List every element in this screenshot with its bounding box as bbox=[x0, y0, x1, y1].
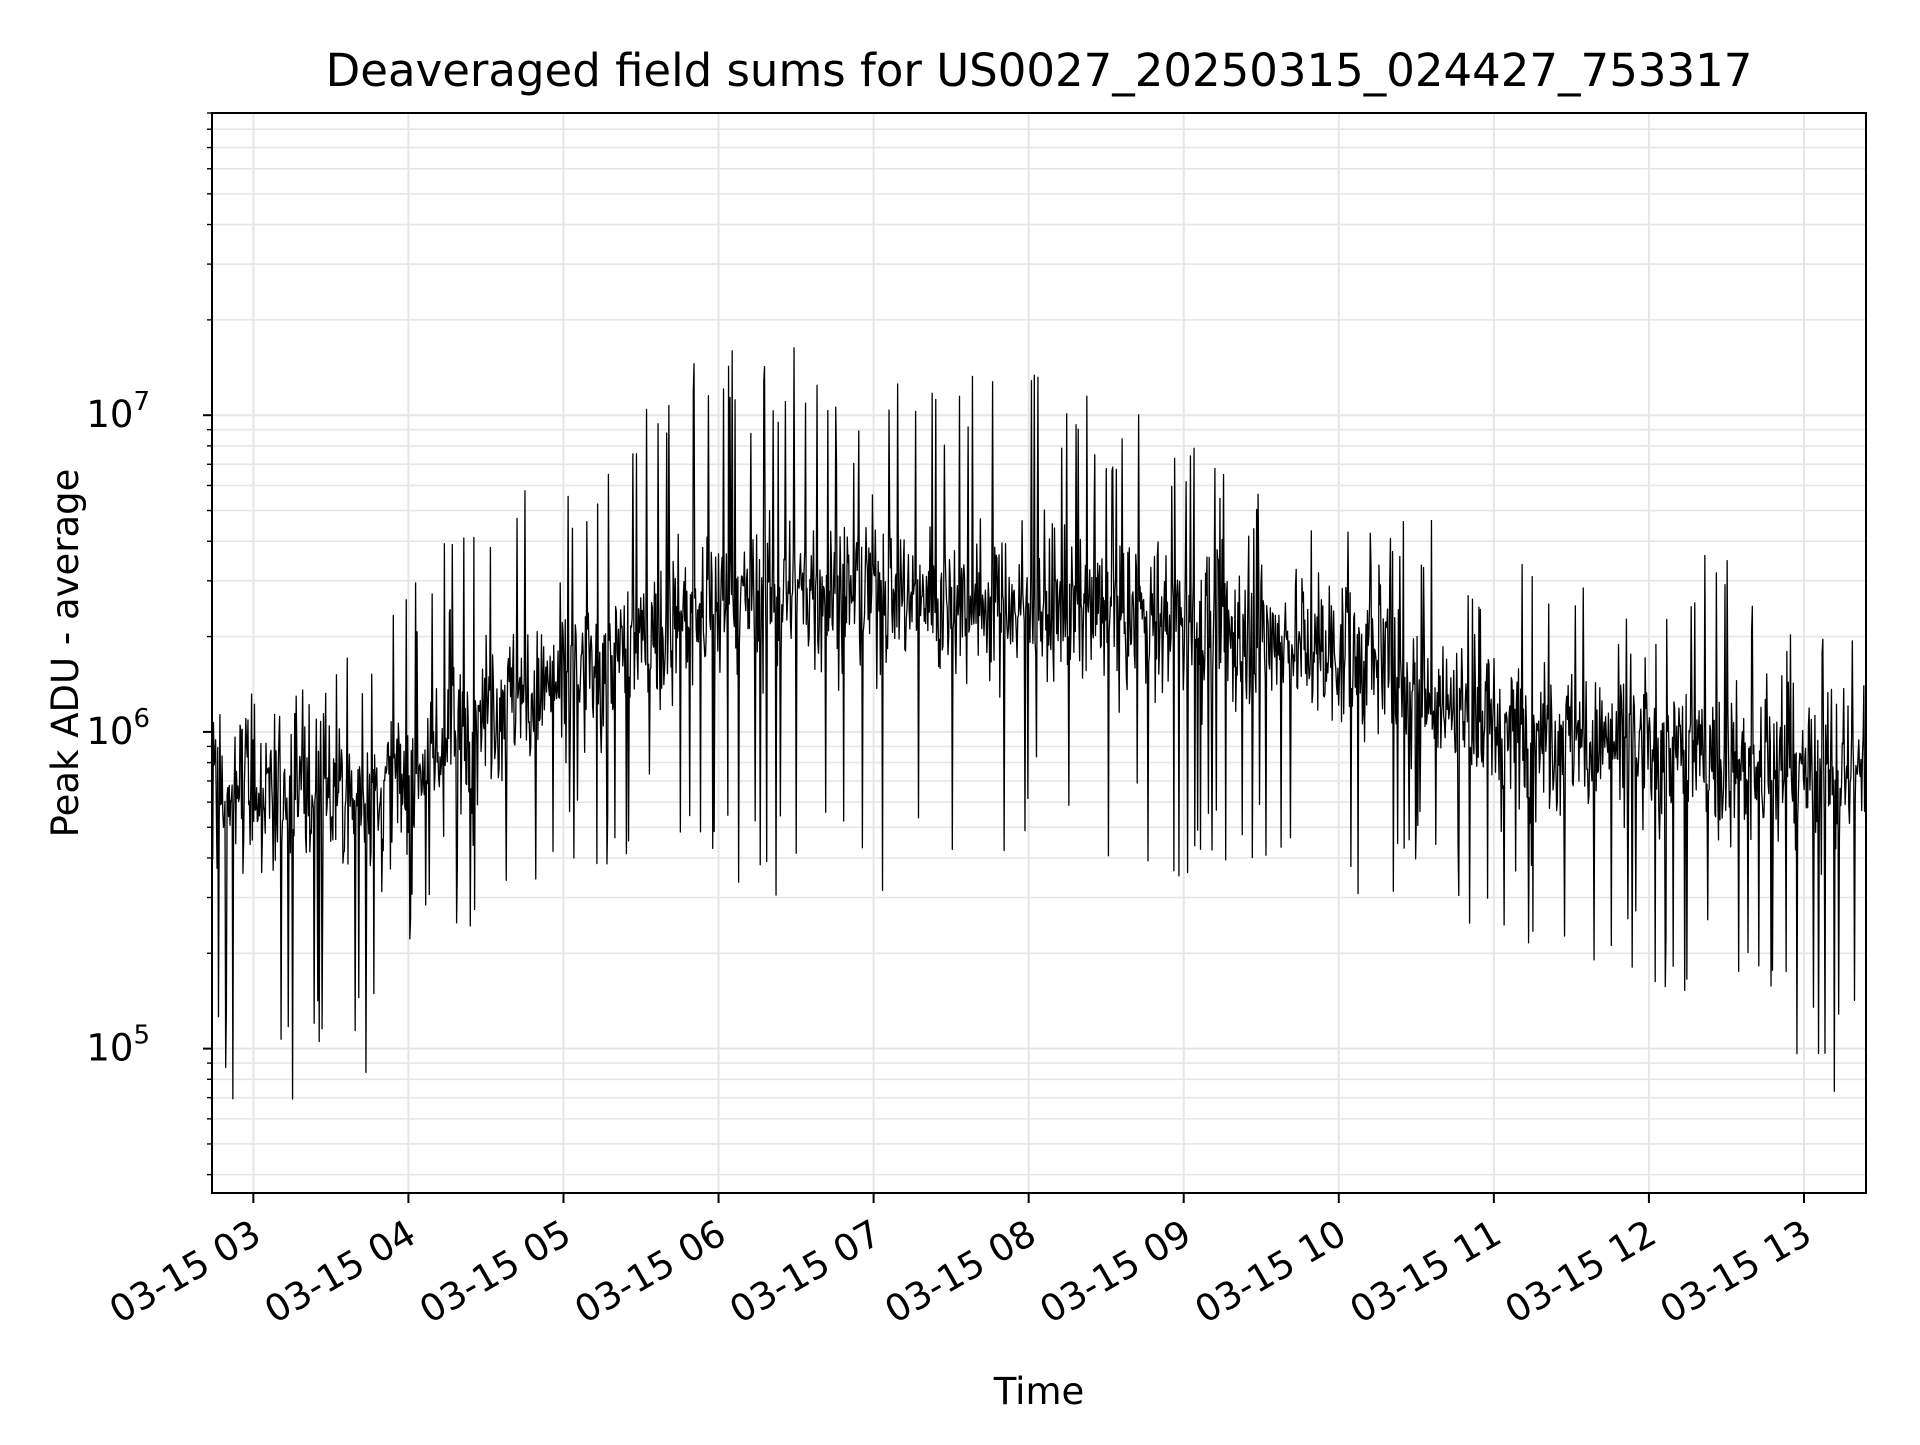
chart-title: Deaveraged field sums for US0027_2025031… bbox=[326, 44, 1753, 97]
grid-layer bbox=[212, 112, 1866, 1193]
series-line bbox=[211, 347, 1867, 1100]
plot-frame bbox=[211, 112, 1867, 1194]
y-axis-ticks: 105 106 107 bbox=[86, 112, 212, 1176]
y-tick-label: 105 bbox=[86, 1021, 150, 1070]
data-layer bbox=[211, 347, 1867, 1100]
y-tick-label: 106 bbox=[86, 704, 150, 753]
y-axis-label: Peak ADU - average bbox=[44, 469, 87, 838]
x-axis-label: Time bbox=[993, 1370, 1085, 1413]
y-tick-label: 107 bbox=[86, 387, 150, 436]
